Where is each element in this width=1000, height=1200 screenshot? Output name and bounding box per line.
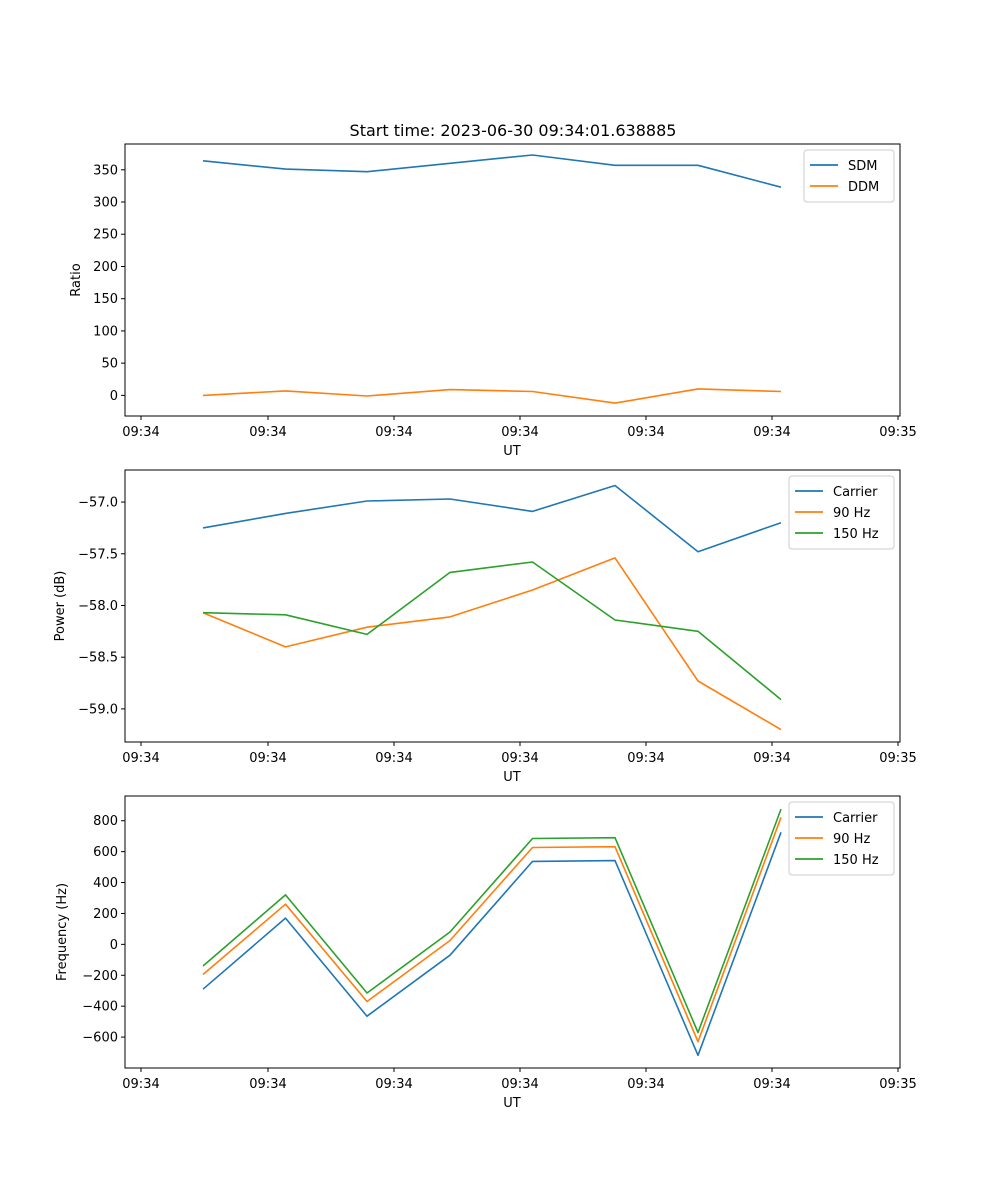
- y-tick-label: −57.5: [78, 547, 118, 562]
- legend: [803, 149, 895, 203]
- legend-label: 90 Hz: [833, 832, 870, 847]
- series-line-carrier: [202, 832, 782, 1057]
- series-line-90-hz: [202, 557, 782, 731]
- frequency-panel: Frequency (Hz) UT 09:34 09:34 09:34 09:34 09…: [55, 795, 917, 1111]
- series-line-ddm: [202, 388, 782, 404]
- x-tick-label: 09:34: [122, 1077, 159, 1092]
- x-tick-label: 09:34: [501, 425, 538, 440]
- series-line-carrier: [202, 484, 782, 553]
- x-tick-label: 09:34: [501, 751, 538, 766]
- y-tick-label: 300: [93, 196, 118, 211]
- y-tick-label: −59.0: [78, 702, 118, 717]
- legend: [788, 475, 895, 550]
- y-tick-label: 200: [93, 907, 118, 922]
- y-tick-label: −200: [82, 969, 118, 984]
- y-tick-label: −58.0: [78, 599, 118, 614]
- x-tick-label: 09:34: [627, 425, 664, 440]
- x-tick-label: 09:34: [249, 751, 286, 766]
- panel-1-frame: [124, 469, 901, 743]
- legend-label: 150 Hz: [833, 853, 879, 868]
- legend-label: SDM: [848, 159, 877, 174]
- y-tick-label: 250: [93, 228, 118, 243]
- legend-label: Carrier: [833, 811, 878, 826]
- y-tick-label: 150: [93, 292, 118, 307]
- x-tick-label: 09:34: [753, 425, 790, 440]
- figure-title: Start time: 2023-06-30 09:34:01.638885: [350, 121, 677, 140]
- x-tick-label: 09:34: [375, 1077, 412, 1092]
- x-tick-label: 09:34: [375, 751, 412, 766]
- y-tick-label: −57.0: [78, 496, 118, 511]
- legend-label: Carrier: [833, 485, 878, 500]
- series-line-90-hz: [202, 817, 782, 1043]
- power-panel: Power (dB) UT 09:34 09:34 09:34 09:34 09:34 0…: [53, 469, 917, 785]
- series-line-150-hz: [202, 561, 782, 701]
- x-tick-label: 09:34: [249, 1077, 286, 1092]
- series-line-150-hz: [202, 808, 782, 1034]
- panel-2-frame: [124, 795, 901, 1069]
- panel-0-frame: [124, 143, 901, 417]
- ratio-panel: Ratio UT 09:34 09:34 09:34 09:34 09:34 09:34 0…: [69, 143, 917, 459]
- x-tick-label: 09:35: [879, 1077, 916, 1092]
- legend: [788, 801, 895, 876]
- y-tick-label: −58.5: [78, 651, 118, 666]
- y-tick-label: −400: [82, 1000, 118, 1015]
- y-tick-label: 50: [101, 357, 118, 372]
- y-tick-label: −600: [82, 1031, 118, 1046]
- y-tick-label: 350: [93, 163, 118, 178]
- y-tick-label: 0: [110, 389, 118, 404]
- x-tick-label: 09:34: [627, 1077, 664, 1092]
- x-tick-label: 09:34: [753, 751, 790, 766]
- panel-1-xlabel: UT: [503, 770, 521, 785]
- panel-2-xlabel: UT: [503, 1096, 521, 1111]
- y-tick-label: 100: [93, 324, 118, 339]
- x-tick-label: 09:35: [879, 425, 916, 440]
- x-tick-label: 09:34: [753, 1077, 790, 1092]
- series-line-sdm: [202, 154, 782, 188]
- panel-1-ylabel: Power (dB): [53, 571, 68, 642]
- y-tick-label: 200: [93, 260, 118, 275]
- x-tick-label: 09:34: [122, 425, 159, 440]
- legend-label: 90 Hz: [833, 506, 870, 521]
- x-tick-label: 09:34: [375, 425, 412, 440]
- x-tick-label: 09:34: [122, 751, 159, 766]
- panel-2-ylabel: Frequency (Hz): [55, 883, 70, 981]
- panel-0-ylabel: Ratio: [69, 263, 84, 296]
- y-tick-label: 400: [93, 876, 118, 891]
- panel-0-xlabel: UT: [503, 444, 521, 459]
- x-tick-label: 09:34: [627, 751, 664, 766]
- x-tick-label: 09:34: [501, 1077, 538, 1092]
- x-tick-label: 09:35: [879, 751, 916, 766]
- legend-label: DDM: [848, 180, 879, 195]
- y-tick-label: 600: [93, 845, 118, 860]
- y-tick-label: 800: [93, 814, 118, 829]
- y-tick-label: 0: [110, 938, 118, 953]
- legend-label: 150 Hz: [833, 527, 879, 542]
- x-tick-label: 09:34: [249, 425, 286, 440]
